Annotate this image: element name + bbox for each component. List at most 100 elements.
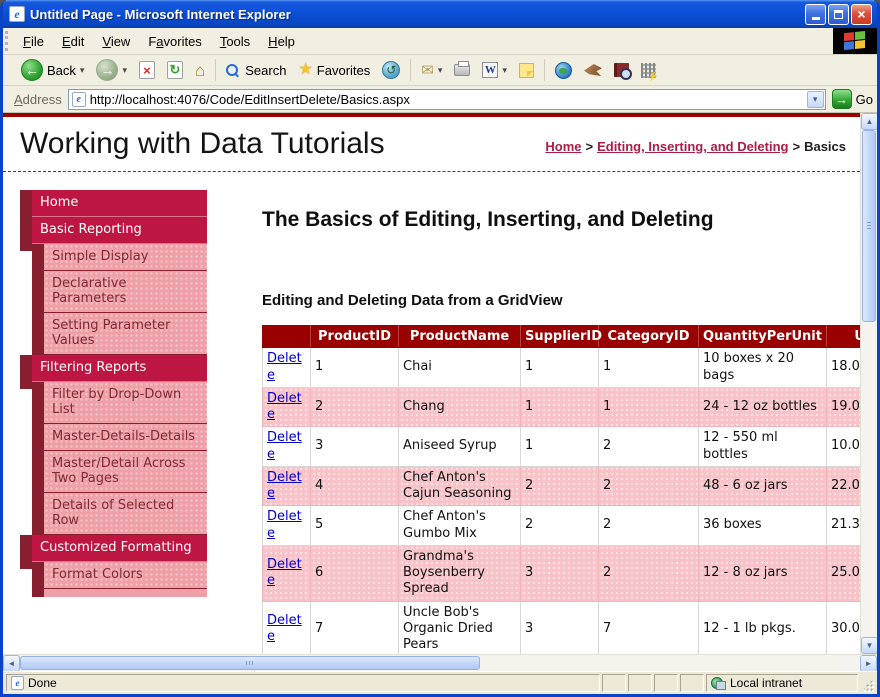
history-icon: ↺ <box>382 61 401 79</box>
menu-edit[interactable]: Edit <box>61 33 85 49</box>
back-button[interactable]: ← Back ▾ <box>16 57 89 83</box>
sidebar-item-home[interactable]: Home <box>20 190 207 224</box>
address-url[interactable]: http://localhost:4076/Code/EditInsertDel… <box>89 91 410 107</box>
sidebar-item-strip <box>20 217 32 251</box>
scroll-down-button[interactable]: ▼ <box>861 637 877 654</box>
grid-cell: 21.3 <box>826 505 860 546</box>
search-button[interactable]: Search <box>221 61 291 80</box>
favorites-label: Favorites <box>316 62 371 78</box>
favorites-button[interactable]: ★ Favorites <box>293 60 375 80</box>
custom-tool-button[interactable] <box>579 62 607 78</box>
vertical-scrollbar[interactable]: ▲ ▼ <box>860 113 877 654</box>
delete-link[interactable]: Delete <box>267 430 302 462</box>
menu-file[interactable]: File <box>23 33 44 49</box>
grid-header-cell: SupplierID <box>520 325 602 349</box>
forward-dropdown-icon[interactable]: ▾ <box>122 64 127 75</box>
horizontal-scroll-thumb[interactable] <box>20 656 480 670</box>
sidebar-item-label: Declarative Parameters <box>44 271 207 313</box>
resize-grip[interactable] <box>860 674 875 692</box>
delete-link[interactable]: Delete <box>267 556 302 589</box>
grid-cell: 2 <box>598 544 699 602</box>
messenger-button[interactable] <box>514 61 539 80</box>
sidebar-item-setting-parameter-values[interactable]: Setting Parameter Values <box>20 313 207 355</box>
grid-cell: Chang <box>398 386 521 428</box>
grid-cell: 3 <box>310 426 399 467</box>
page-header: Working with Data Tutorials Home > Editing… <box>3 117 860 165</box>
sidebar-item-filtering-reports[interactable]: Filtering Reports <box>20 355 207 389</box>
history-button[interactable]: ↺ <box>377 59 405 81</box>
title-bar[interactable]: e Untitled Page - Microsoft Internet Exp… <box>3 0 877 28</box>
mail-button[interactable]: ✉ ▾ <box>416 59 447 81</box>
edit-with-word-button[interactable]: W ▾ <box>477 60 512 80</box>
breadcrumb-home-link[interactable]: Home <box>545 139 582 154</box>
horizontal-scroll-track[interactable] <box>20 655 860 671</box>
sidebar-item-strip <box>32 313 44 355</box>
grid-cell: 1 <box>520 426 599 467</box>
close-button[interactable]: × <box>851 3 872 25</box>
sidebar-item-strip <box>32 244 44 271</box>
search-label: Search <box>245 62 287 78</box>
sidebar-item-partial <box>32 589 207 597</box>
sidebar-item-declarative-parameters[interactable]: Declarative Parameters <box>20 271 207 313</box>
menu-help[interactable]: Help <box>268 33 295 49</box>
sidebar-item-details-of-selected-row[interactable]: Details of Selected Row <box>20 493 207 535</box>
horizontal-scrollbar[interactable]: ◄ ► <box>3 654 877 672</box>
delete-link[interactable]: Delete <box>267 612 302 644</box>
grid-action-cell: Delete <box>262 465 311 507</box>
status-page-icon: e <box>11 676 24 690</box>
menu-favorites[interactable]: Favorites <box>148 33 202 49</box>
sidebar-item-strip <box>32 382 44 424</box>
forward-button[interactable]: → ▾ <box>91 57 132 83</box>
sidebar-item-label: Format Colors <box>44 562 207 589</box>
sidebar-item-label: Filtering Reports <box>32 355 207 382</box>
ie-page-icon: e <box>9 6 25 22</box>
vertical-scroll-track[interactable] <box>861 130 877 637</box>
minimize-button[interactable] <box>805 3 826 25</box>
delete-link[interactable]: Delete <box>267 509 302 541</box>
research-button[interactable] <box>609 61 634 80</box>
menu-tools[interactable]: Tools <box>219 33 251 49</box>
sidebar-item-format-colors[interactable]: Format Colors <box>20 562 207 589</box>
vertical-scroll-thumb[interactable] <box>862 130 876 322</box>
home-button[interactable]: ⌂ <box>190 60 210 81</box>
breadcrumb-section-link[interactable]: Editing, Inserting, and Deleting <box>597 139 789 154</box>
scroll-right-button[interactable]: ► <box>860 655 877 672</box>
address-dropdown-button[interactable]: ▾ <box>806 90 824 108</box>
sidebar-item-strip <box>32 271 44 313</box>
stop-button[interactable]: × <box>134 59 160 81</box>
mail-dropdown-icon[interactable]: ▾ <box>437 64 443 75</box>
status-text: Done <box>28 676 57 690</box>
maximize-button[interactable] <box>828 3 849 25</box>
sidebar-item-strip <box>20 535 32 569</box>
grid-cell: 22.0 <box>826 465 860 507</box>
grid-cell: 6 <box>310 544 399 602</box>
delete-link[interactable]: Delete <box>267 469 302 502</box>
refresh-button[interactable]: ↻ <box>162 59 188 81</box>
sidebar-item-customized-formatting[interactable]: Customized Formatting <box>20 535 207 569</box>
print-button[interactable] <box>449 61 475 78</box>
scroll-left-button[interactable]: ◄ <box>3 655 20 672</box>
sidebar-item-label: Details of Selected Row <box>44 493 207 535</box>
go-button[interactable]: → Go <box>831 89 873 109</box>
address-input[interactable]: e http://localhost:4076/Code/EditInsertD… <box>67 88 826 110</box>
web-search-button[interactable] <box>550 60 577 81</box>
grid-row: Delete 7 Uncle Bob's Organic Dried Pears 3 7… <box>262 600 860 654</box>
sidebar-item-basic-reporting[interactable]: Basic Reporting <box>20 217 207 251</box>
sidebar-item-simple-display[interactable]: Simple Display <box>20 244 207 271</box>
menu-grip[interactable] <box>5 31 12 51</box>
edit-dropdown-icon[interactable]: ▾ <box>502 64 507 75</box>
favorites-star-icon: ★ <box>298 61 313 78</box>
back-dropdown-icon[interactable]: ▾ <box>79 64 85 75</box>
mail-icon: ✉ <box>421 62 434 79</box>
delete-link[interactable]: Delete <box>267 390 302 423</box>
sidebar-item-master-detail-across-two-pages[interactable]: Master/Detail Across Two Pages <box>20 451 207 493</box>
scroll-up-button[interactable]: ▲ <box>861 113 877 130</box>
menu-view[interactable]: View <box>102 33 131 49</box>
status-pane-empty <box>680 674 704 692</box>
word-icon: W <box>482 62 499 78</box>
sidebar-item-master-details-details[interactable]: Master-Details-Details <box>20 424 207 451</box>
sidebar-item-filter-by-drop-down-list[interactable]: Filter by Drop-Down List <box>20 382 207 424</box>
sidebar-item-strip <box>20 190 32 224</box>
highlight-tool-button[interactable] <box>636 61 661 82</box>
delete-link[interactable]: Delete <box>267 351 302 383</box>
